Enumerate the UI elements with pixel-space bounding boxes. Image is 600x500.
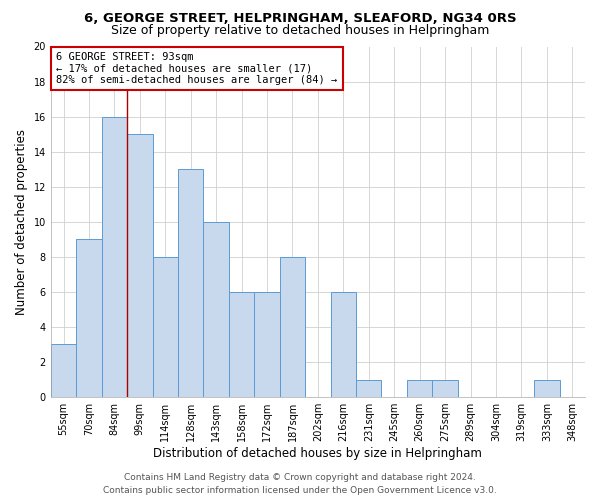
Bar — [280, 257, 305, 397]
Bar — [127, 134, 152, 397]
Bar — [203, 222, 229, 397]
Bar — [51, 344, 76, 397]
Bar — [534, 380, 560, 397]
Bar — [101, 116, 127, 397]
Bar — [331, 292, 356, 397]
Text: 6 GEORGE STREET: 93sqm
← 17% of detached houses are smaller (17)
82% of semi-det: 6 GEORGE STREET: 93sqm ← 17% of detached… — [56, 52, 337, 85]
Bar — [356, 380, 382, 397]
Bar — [407, 380, 433, 397]
Text: Size of property relative to detached houses in Helpringham: Size of property relative to detached ho… — [111, 24, 489, 37]
Text: Contains HM Land Registry data © Crown copyright and database right 2024.
Contai: Contains HM Land Registry data © Crown c… — [103, 474, 497, 495]
Bar — [152, 257, 178, 397]
Y-axis label: Number of detached properties: Number of detached properties — [15, 129, 28, 315]
Bar — [76, 240, 101, 397]
Bar — [229, 292, 254, 397]
Bar — [254, 292, 280, 397]
Bar — [178, 169, 203, 397]
Bar — [433, 380, 458, 397]
Text: 6, GEORGE STREET, HELPRINGHAM, SLEAFORD, NG34 0RS: 6, GEORGE STREET, HELPRINGHAM, SLEAFORD,… — [83, 12, 517, 26]
X-axis label: Distribution of detached houses by size in Helpringham: Distribution of detached houses by size … — [154, 447, 482, 460]
